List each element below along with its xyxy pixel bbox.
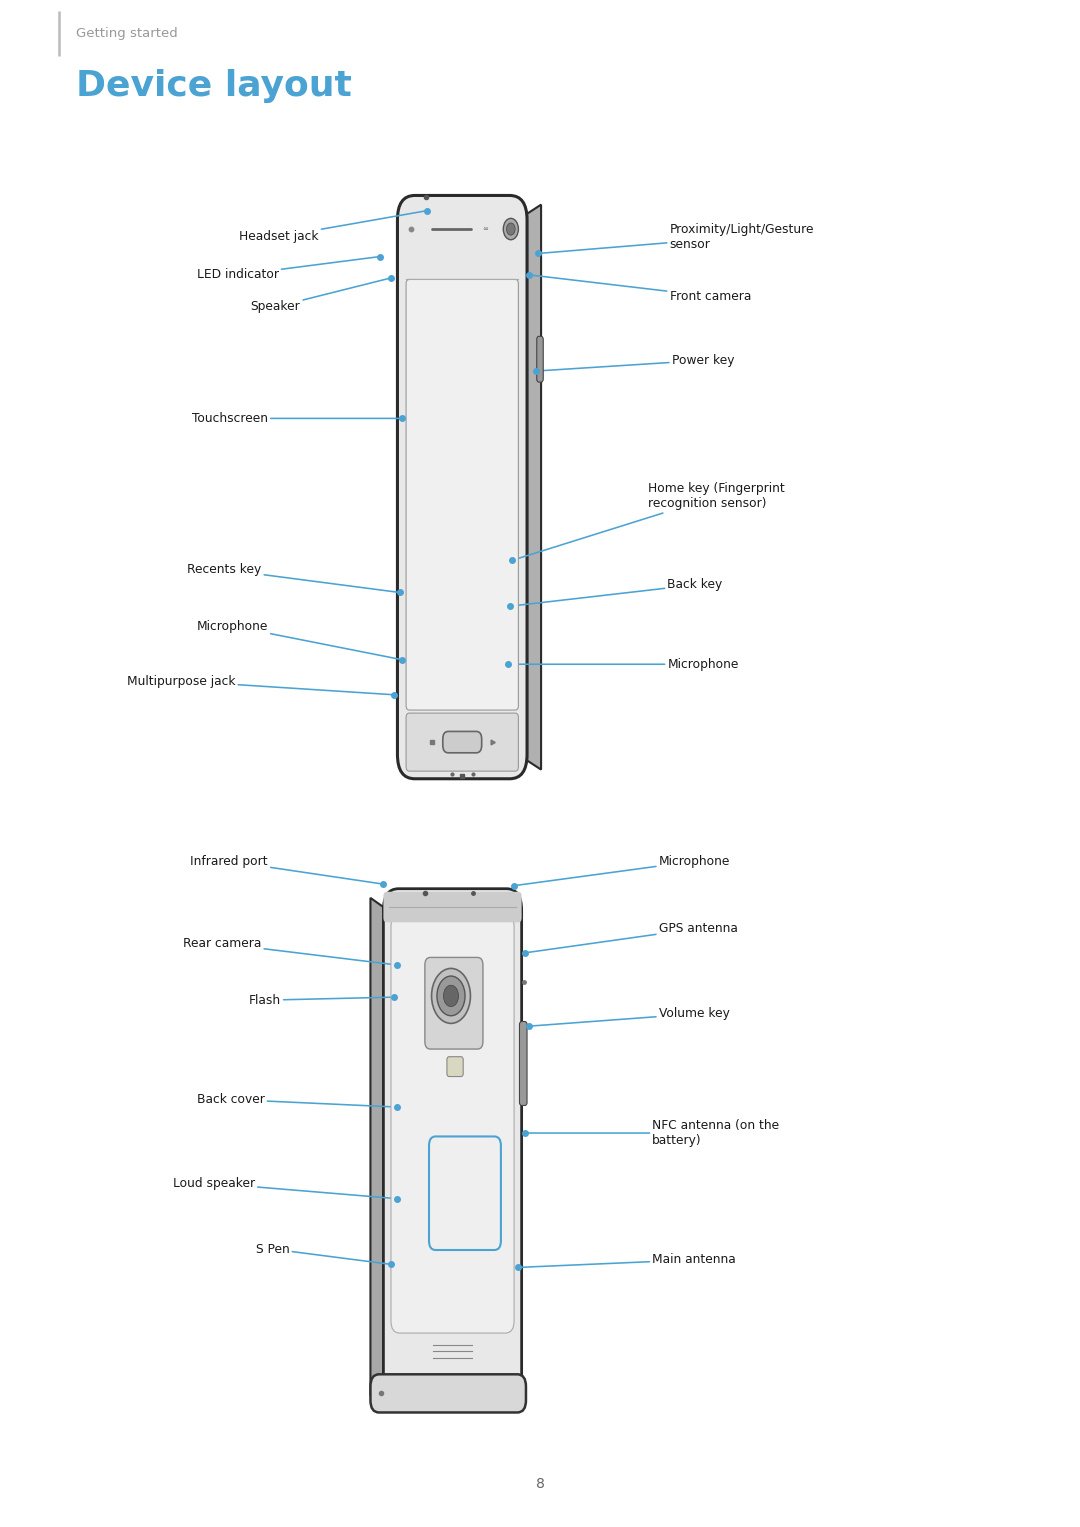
FancyBboxPatch shape bbox=[406, 279, 518, 710]
Text: NFC antenna (on the
battery): NFC antenna (on the battery) bbox=[525, 1119, 780, 1147]
Text: Flash: Flash bbox=[248, 994, 394, 1006]
Text: Microphone: Microphone bbox=[508, 658, 739, 670]
Text: Main antenna: Main antenna bbox=[518, 1254, 737, 1267]
FancyBboxPatch shape bbox=[383, 889, 522, 1405]
FancyBboxPatch shape bbox=[447, 1057, 463, 1077]
Text: Front camera: Front camera bbox=[529, 275, 751, 302]
Text: Loud speaker: Loud speaker bbox=[173, 1177, 397, 1199]
FancyBboxPatch shape bbox=[443, 731, 482, 753]
FancyBboxPatch shape bbox=[370, 1374, 526, 1412]
Text: Microphone: Microphone bbox=[514, 855, 730, 886]
Text: Touchscreen: Touchscreen bbox=[192, 412, 402, 425]
Text: Power key: Power key bbox=[536, 354, 734, 371]
Text: Infrared port: Infrared port bbox=[190, 855, 383, 884]
Text: Microphone: Microphone bbox=[197, 620, 402, 660]
Text: Multipurpose jack: Multipurpose jack bbox=[127, 675, 394, 695]
Circle shape bbox=[437, 976, 465, 1015]
FancyBboxPatch shape bbox=[424, 957, 483, 1049]
Circle shape bbox=[507, 223, 515, 235]
Text: Volume key: Volume key bbox=[529, 1008, 730, 1026]
Text: Back cover: Back cover bbox=[197, 1093, 397, 1107]
Text: Recents key: Recents key bbox=[187, 563, 400, 592]
FancyBboxPatch shape bbox=[537, 336, 543, 382]
Text: Speaker: Speaker bbox=[251, 278, 391, 313]
Text: 8: 8 bbox=[536, 1477, 544, 1492]
Polygon shape bbox=[527, 205, 541, 770]
Text: S Pen: S Pen bbox=[256, 1243, 391, 1264]
FancyBboxPatch shape bbox=[391, 915, 514, 1333]
Circle shape bbox=[444, 985, 459, 1006]
FancyBboxPatch shape bbox=[383, 892, 522, 922]
Text: Home key (Fingerprint
recognition sensor): Home key (Fingerprint recognition sensor… bbox=[512, 483, 785, 560]
Text: Proximity/Light/Gesture
sensor: Proximity/Light/Gesture sensor bbox=[538, 223, 814, 253]
Circle shape bbox=[432, 968, 471, 1023]
Text: LED indicator: LED indicator bbox=[197, 257, 380, 281]
Text: Rear camera: Rear camera bbox=[183, 938, 397, 965]
Circle shape bbox=[503, 218, 518, 240]
Text: Back key: Back key bbox=[510, 579, 723, 606]
Text: Device layout: Device layout bbox=[76, 69, 351, 102]
Polygon shape bbox=[370, 898, 383, 1396]
FancyBboxPatch shape bbox=[519, 1022, 527, 1106]
Text: ∞: ∞ bbox=[483, 226, 488, 232]
Text: Headset jack: Headset jack bbox=[239, 211, 427, 243]
FancyBboxPatch shape bbox=[406, 713, 518, 771]
Text: Getting started: Getting started bbox=[76, 27, 177, 40]
Text: GPS antenna: GPS antenna bbox=[525, 922, 738, 953]
FancyBboxPatch shape bbox=[397, 195, 527, 779]
